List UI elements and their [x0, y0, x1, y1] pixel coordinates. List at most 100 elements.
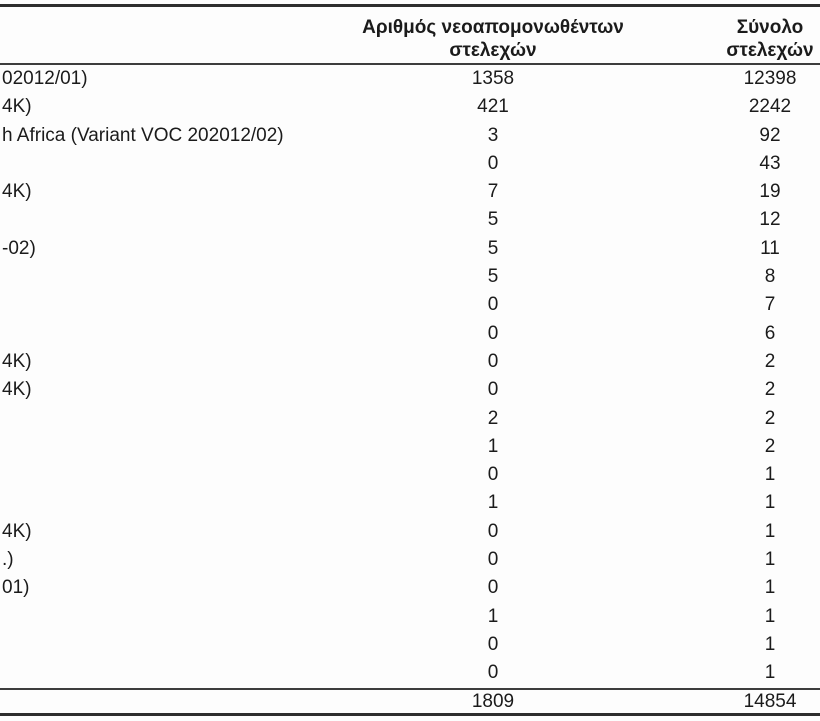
variant-label	[0, 631, 348, 659]
total-count: 12	[759, 209, 781, 231]
table-row: 5 8	[0, 263, 820, 291]
new-isolates-count: 0	[487, 520, 499, 542]
total-count: 1	[764, 633, 776, 655]
table-row: 1 2	[0, 433, 820, 461]
variant-label: 4K)	[2, 181, 32, 203]
total-count: 1	[764, 492, 776, 514]
table-row: h Africa (Variant VOC 202012/02) 3 92	[0, 122, 820, 150]
table-row: 0 7	[0, 291, 820, 319]
totals-row: 1809 14854	[0, 690, 820, 713]
variant-label: 4K)	[2, 520, 32, 542]
new-isolates-count: 0	[487, 577, 499, 599]
variant-label: 4K)	[2, 96, 32, 118]
total-count: 2242	[748, 96, 792, 118]
table-body: 02012/01) 1358 12398 4K) 421 2242 h Afri…	[0, 65, 820, 688]
totals-label-cell	[0, 690, 348, 713]
new-isolates-count: 1358	[471, 68, 515, 89]
variant-label: h Africa (Variant VOC 202012/02)	[2, 124, 284, 146]
table-row: 1 1	[0, 603, 820, 631]
table-row: 0 6	[0, 320, 820, 348]
variant-label	[0, 659, 348, 687]
new-isolates-count: 5	[487, 209, 499, 231]
new-isolates-count: 1	[487, 435, 499, 457]
table-row: 2 2	[0, 405, 820, 433]
total-count: 2	[764, 379, 776, 401]
total-count: 7	[764, 294, 776, 316]
header-cell-total: Σύνολο στελεχών	[638, 7, 820, 63]
header-separator-line	[0, 63, 820, 65]
total-count: 2	[764, 350, 776, 372]
total-separator-line	[0, 687, 820, 690]
variant-label	[0, 603, 348, 631]
new-isolates-count: 1	[487, 492, 499, 514]
header-new-isolates-line1: Αριθμός νεοαπομονωθέντων	[362, 17, 624, 38]
header-total-line1: Σύνολο	[736, 17, 804, 38]
variant-label	[0, 433, 348, 461]
new-isolates-count: 3	[487, 124, 499, 146]
table-row: 4K) 421 2242	[0, 93, 820, 121]
new-isolates-count: 5	[487, 237, 499, 259]
header-new-isolates-line2: στελεχών	[449, 40, 537, 61]
variant-label	[0, 150, 348, 178]
new-isolates-count: 1	[487, 605, 499, 627]
variant-label	[0, 206, 348, 234]
total-count: 6	[764, 322, 776, 344]
new-isolates-count: 0	[487, 294, 499, 316]
table-row: 4K) 0 1	[0, 518, 820, 546]
total-count: 19	[759, 181, 781, 203]
variant-label: 02012/01)	[2, 68, 88, 89]
variant-label	[0, 461, 348, 489]
new-isolates-count: 5	[487, 266, 499, 288]
table-row: .) 0 1	[0, 546, 820, 574]
variant-label	[0, 320, 348, 348]
table-row: 4K) 7 19	[0, 178, 820, 206]
variant-label: 4K)	[2, 379, 32, 401]
total-count: 12398	[743, 68, 797, 89]
table-row: 0 1	[0, 659, 820, 687]
total-count: 92	[759, 124, 781, 146]
table-row: 0 43	[0, 150, 820, 178]
header-cell-new-isolates: Αριθμός νεοαπομονωθέντων στελεχών	[348, 7, 638, 63]
total-count: 11	[760, 237, 780, 259]
table-row: 0 1	[0, 631, 820, 659]
variant-label: -02)	[2, 237, 36, 259]
table-row: 0 1	[0, 461, 820, 489]
header-cell-variant	[0, 7, 348, 63]
table-row: 4K) 0 2	[0, 348, 820, 376]
table-top-border	[0, 4, 820, 7]
variant-label	[0, 291, 348, 319]
totals-total: 14854	[743, 690, 797, 712]
total-count: 8	[764, 266, 776, 288]
table-header-row: Αριθμός νεοαπομονωθέντων στελεχών Σύνολο…	[0, 7, 820, 63]
variant-label: 4K)	[2, 350, 32, 372]
total-count: 2	[764, 407, 776, 429]
header-total-line2: στελεχών	[726, 40, 814, 61]
table-row: 01) 0 1	[0, 574, 820, 602]
total-count: 1	[764, 549, 776, 571]
table-bottom-border	[0, 712, 820, 716]
new-isolates-count: 0	[487, 464, 499, 486]
new-isolates-count: 0	[487, 152, 499, 174]
table-row: -02) 5 11	[0, 235, 820, 263]
total-count: 1	[764, 520, 776, 542]
new-isolates-count: 0	[487, 322, 499, 344]
table-row: 5 12	[0, 206, 820, 234]
variant-label: 01)	[2, 577, 30, 599]
new-isolates-count: 0	[487, 549, 499, 571]
table-row: 4K) 0 2	[0, 376, 820, 404]
table-row: 1 1	[0, 489, 820, 517]
total-count: 1	[764, 662, 776, 684]
new-isolates-count: 2	[487, 407, 499, 429]
table-row: 02012/01) 1358 12398	[0, 65, 820, 93]
new-isolates-count: 7	[487, 181, 499, 203]
total-count: 2	[764, 435, 776, 457]
total-count: 43	[759, 152, 781, 174]
new-isolates-count: 0	[487, 662, 499, 684]
variant-label	[0, 489, 348, 517]
total-count: 1	[764, 605, 776, 627]
new-isolates-count: 421	[477, 96, 509, 118]
total-count: 1	[764, 464, 776, 486]
variant-label	[0, 263, 348, 291]
variant-label	[0, 405, 348, 433]
